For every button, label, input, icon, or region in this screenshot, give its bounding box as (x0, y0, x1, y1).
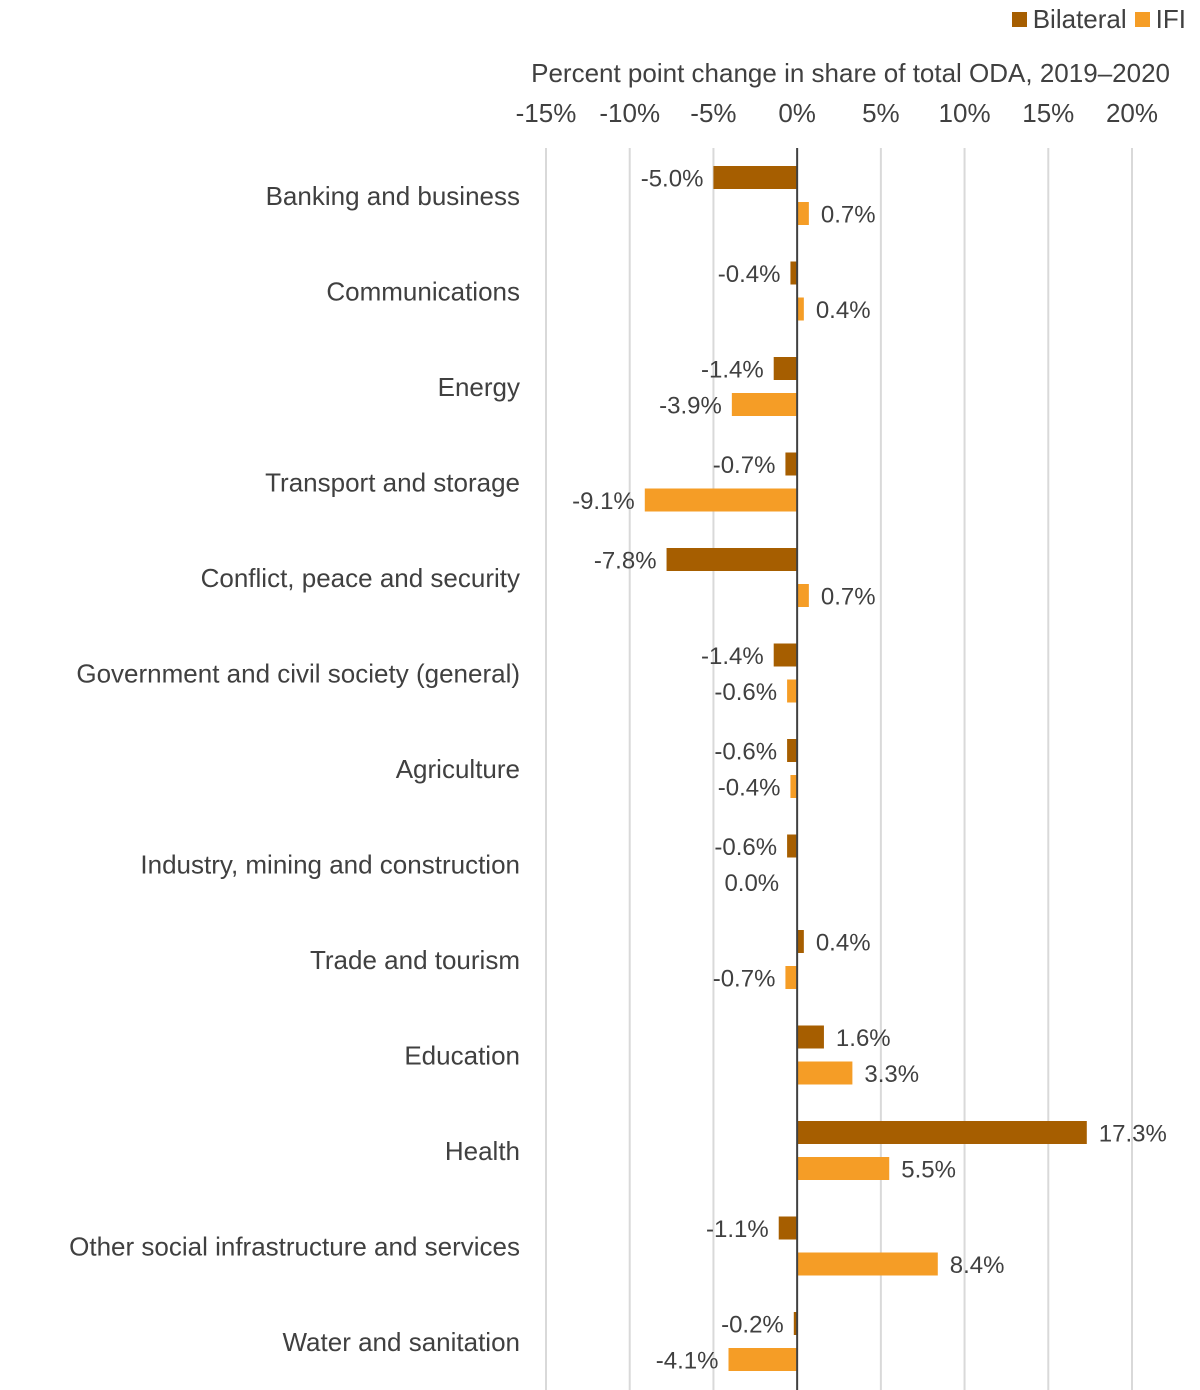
category-label: Communications (326, 276, 520, 306)
bar-ifi (797, 1157, 890, 1180)
data-label-ifi: 8.4% (950, 1252, 1005, 1279)
data-label-bilateral: -0.7% (713, 452, 776, 479)
data-label-bilateral: -0.6% (714, 834, 777, 861)
category-label: Government and civil society (general) (76, 658, 520, 688)
data-label-bilateral: -0.4% (718, 261, 781, 288)
x-tick-label: 15% (1022, 98, 1074, 128)
bar-bilateral (713, 166, 798, 189)
bar-bilateral (790, 261, 798, 285)
category-label: Education (404, 1040, 520, 1070)
data-label-ifi: -4.1% (656, 1348, 719, 1375)
data-label-ifi: 0.7% (821, 584, 876, 611)
data-label-bilateral: -0.2% (721, 1312, 784, 1339)
category-label: Trade and tourism (310, 945, 520, 975)
x-tick-label: -15% (516, 98, 577, 128)
legend-label-bilateral: Bilateral (1032, 4, 1127, 34)
x-tick-label: 0% (778, 98, 816, 128)
data-label-ifi: 5.5% (901, 1157, 956, 1184)
bar-ifi (797, 297, 804, 321)
x-axis-title: Percent point change in share of total O… (531, 58, 1170, 88)
x-tick-label: 5% (862, 98, 900, 128)
bar-bilateral (787, 834, 798, 858)
legend-item-ifi: IFI (1134, 4, 1186, 35)
bar-ifi (797, 202, 809, 225)
bar-ifi (797, 1061, 853, 1085)
bar-bilateral (797, 1025, 824, 1049)
category-label: Water and sanitation (282, 1327, 520, 1357)
category-label: Transport and storage (265, 467, 520, 497)
data-label-ifi: -0.7% (713, 966, 776, 993)
legend-item-bilateral: Bilateral (1011, 4, 1127, 35)
legend-label-ifi: IFI (1155, 4, 1186, 34)
x-tick-label: 20% (1106, 98, 1158, 128)
bar-bilateral (793, 1312, 798, 1335)
chart-legend: Bilateral IFI (1004, 4, 1186, 35)
data-label-ifi: 0.4% (816, 297, 871, 324)
data-label-bilateral: -1.4% (701, 643, 764, 670)
data-label-bilateral: -0.6% (714, 739, 777, 766)
category-label: Industry, mining and construction (140, 849, 520, 879)
legend-swatch-bilateral (1011, 12, 1027, 27)
bar-ifi (785, 966, 798, 989)
data-label-bilateral: 17.3% (1099, 1121, 1167, 1148)
data-label-bilateral: -7.8% (594, 548, 657, 575)
data-label-ifi: -0.4% (718, 775, 781, 802)
bar-ifi (644, 488, 798, 512)
data-label-ifi: 0.7% (821, 202, 876, 229)
data-label-bilateral: 1.6% (836, 1025, 891, 1052)
data-label-ifi: -9.1% (572, 488, 635, 515)
data-label-bilateral: 0.4% (816, 930, 871, 957)
category-label: Health (445, 1136, 520, 1166)
x-tick-label: 10% (939, 98, 991, 128)
data-label-bilateral: -1.1% (706, 1216, 769, 1243)
bar-ifi (787, 679, 798, 703)
bar-ifi (797, 1252, 938, 1276)
category-label: Agriculture (396, 754, 520, 784)
data-label-ifi: -3.9% (659, 393, 722, 420)
bar-bilateral (787, 739, 798, 762)
bar-bilateral (797, 1121, 1087, 1144)
bar-bilateral (778, 1216, 798, 1240)
category-label: Banking and business (266, 181, 520, 211)
category-label: Other social infrastructure and services (69, 1231, 520, 1261)
bar-bilateral (797, 930, 804, 953)
data-label-bilateral: -1.4% (701, 357, 764, 384)
data-label-bilateral: -5.0% (641, 166, 704, 193)
category-label: Energy (438, 372, 520, 402)
x-tick-label: -5% (690, 98, 736, 128)
legend-swatch-ifi (1134, 12, 1150, 27)
data-label-ifi: 0.0% (724, 870, 779, 897)
bar-ifi (790, 775, 798, 798)
bar-bilateral (773, 357, 798, 380)
bar-ifi (728, 1348, 798, 1371)
bar-bilateral (773, 643, 798, 667)
data-label-ifi: -0.6% (714, 679, 777, 706)
bar-ifi (731, 393, 798, 416)
data-label-ifi: 3.3% (864, 1061, 919, 1088)
category-label: Conflict, peace and security (201, 563, 520, 593)
bar-ifi (797, 584, 809, 607)
x-tick-label: -10% (599, 98, 660, 128)
bar-bilateral (785, 452, 798, 476)
bar-bilateral (666, 548, 798, 571)
